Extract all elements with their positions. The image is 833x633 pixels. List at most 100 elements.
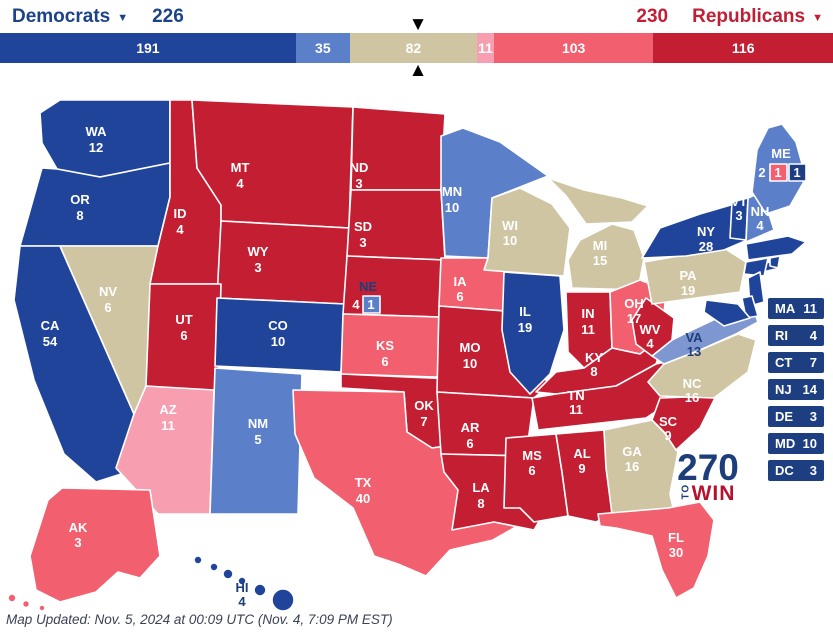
east-state-ct[interactable]: CT 7 bbox=[768, 352, 824, 373]
state-hi-island[interactable] bbox=[253, 583, 267, 597]
state-ks-abbr: KS bbox=[376, 338, 394, 353]
state-wi-abbr: WI bbox=[502, 218, 518, 233]
state-al-abbr: AL bbox=[573, 446, 590, 461]
state-co-ev: 10 bbox=[271, 334, 285, 349]
state-ks-ev: 6 bbox=[381, 354, 388, 369]
state-nc-abbr: NC bbox=[683, 376, 702, 391]
state-hi-island[interactable] bbox=[222, 568, 234, 580]
state-nd-abbr: ND bbox=[350, 160, 369, 175]
maine-cd2-box[interactable] bbox=[769, 163, 788, 182]
threshold-marker-down-icon: ▼ bbox=[408, 14, 428, 35]
state-pa-ev: 19 bbox=[681, 283, 695, 298]
bar-segment-tossup: 82 bbox=[349, 33, 477, 63]
state-ak-shape[interactable] bbox=[29, 487, 161, 603]
header: Democrats ▼ 226 230 Republicans ▼ bbox=[12, 4, 823, 30]
state-mi-upper-shape[interactable] bbox=[547, 177, 649, 225]
state-il-shape[interactable] bbox=[501, 271, 565, 395]
state-az-ev: 11 bbox=[161, 418, 175, 433]
democrats-total: 226 bbox=[152, 6, 184, 27]
bar-segment-value: 82 bbox=[405, 40, 422, 56]
east-state-ri[interactable]: RI 4 bbox=[768, 325, 824, 346]
state-la-ev: 8 bbox=[477, 496, 484, 511]
state-ak-abbr: AK bbox=[69, 520, 88, 535]
state-wy-shape[interactable] bbox=[216, 220, 350, 305]
east-state-md-abbr: MD bbox=[775, 436, 796, 451]
east-state-boxes: MA 11 RI 4 CT 7 NJ 14 DE 3 MD 10 DC 3 bbox=[768, 298, 824, 488]
state-ma-shape[interactable] bbox=[745, 235, 807, 261]
state-ri-shape[interactable] bbox=[769, 255, 781, 269]
east-state-de[interactable]: DE 3 bbox=[768, 406, 824, 427]
east-state-de-abbr: DE bbox=[775, 409, 794, 424]
state-pa-abbr: PA bbox=[679, 268, 697, 283]
state-hi-island[interactable] bbox=[193, 555, 203, 565]
nebraska-cd2-ev: 1 bbox=[367, 297, 374, 312]
state-tn-ev: 11 bbox=[569, 402, 583, 417]
state-or-shape[interactable] bbox=[19, 162, 171, 247]
state-ca-ev: 54 bbox=[43, 334, 58, 349]
state-wi-shape[interactable] bbox=[483, 187, 571, 277]
state-vt-abbr: VT bbox=[731, 194, 748, 209]
state-tx-shape[interactable] bbox=[292, 389, 529, 577]
bar-segment-lean-rep: 11 bbox=[476, 33, 494, 63]
state-me-abbr: ME bbox=[771, 146, 791, 161]
state-oh-ev: 17 bbox=[627, 311, 641, 326]
state-nv-ev: 6 bbox=[104, 300, 111, 315]
state-ak-island[interactable] bbox=[21, 599, 31, 609]
state-ky-abbr: KY bbox=[585, 350, 603, 365]
state-hi-island[interactable] bbox=[271, 588, 295, 612]
state-ne-abbr: NE bbox=[359, 279, 377, 294]
state-ak-island[interactable] bbox=[7, 593, 17, 603]
state-nm-abbr: NM bbox=[248, 416, 268, 431]
state-wy-ev: 3 bbox=[254, 260, 261, 275]
state-hi-island[interactable] bbox=[237, 576, 247, 586]
state-fl-shape[interactable] bbox=[597, 501, 715, 599]
state-md-shape[interactable] bbox=[703, 299, 751, 327]
bar-segment-value: 116 bbox=[731, 40, 755, 56]
east-state-dc[interactable]: DC 3 bbox=[768, 460, 824, 481]
state-sc-abbr: SC bbox=[659, 414, 678, 429]
east-state-ct-abbr: CT bbox=[775, 355, 793, 370]
maine-cd2-ev: 1 bbox=[774, 165, 781, 180]
east-state-nj-ev: 14 bbox=[802, 382, 817, 397]
republicans-header-group: 230 Republicans ▼ bbox=[636, 6, 823, 28]
democrats-dropdown[interactable]: Democrats ▼ bbox=[12, 6, 128, 28]
bar-segment-value: 11 bbox=[478, 40, 493, 56]
state-nm-shape[interactable] bbox=[209, 367, 303, 515]
state-wi-ev: 10 bbox=[503, 233, 517, 248]
state-ak-island[interactable] bbox=[38, 604, 46, 612]
state-nm-ev: 5 bbox=[254, 432, 261, 447]
threshold-marker-up-icon: ▲ bbox=[408, 60, 428, 81]
republicans-total: 230 bbox=[636, 6, 669, 27]
east-state-md[interactable]: MD 10 bbox=[768, 433, 824, 454]
state-mo-abbr: MO bbox=[460, 340, 481, 355]
state-sd-abbr: SD bbox=[354, 219, 372, 234]
state-fl-ev: 30 bbox=[669, 545, 683, 560]
state-nd-shape[interactable] bbox=[350, 106, 446, 191]
state-ia-ev: 6 bbox=[456, 289, 463, 304]
270towin-logo: 270 TO WIN bbox=[666, 449, 750, 504]
state-fl-abbr: FL bbox=[668, 530, 684, 545]
east-state-nj[interactable]: NJ 14 bbox=[768, 379, 824, 400]
logo-to-text: TO bbox=[680, 483, 692, 499]
state-or-ev: 8 bbox=[76, 208, 83, 223]
state-mo-ev: 10 bbox=[463, 356, 477, 371]
state-ne-ev: 4 bbox=[352, 297, 360, 312]
maine-cd1-box[interactable] bbox=[788, 163, 807, 182]
east-state-ma[interactable]: MA 11 bbox=[768, 298, 824, 319]
state-hi-island[interactable] bbox=[209, 562, 219, 572]
bar-segment-value: 35 bbox=[315, 40, 331, 56]
republicans-label: Republicans bbox=[692, 6, 806, 27]
state-ct-shape[interactable] bbox=[743, 257, 769, 277]
state-nh-abbr: NH bbox=[751, 204, 770, 219]
state-ky-ev: 8 bbox=[590, 364, 597, 379]
logo-win-text: WIN bbox=[691, 482, 736, 505]
state-ms-abbr: MS bbox=[522, 448, 542, 463]
nebraska-cd2-box[interactable] bbox=[362, 295, 381, 314]
state-nh-ev: 4 bbox=[756, 218, 764, 233]
state-sc-shape[interactable] bbox=[651, 395, 717, 451]
state-wv-shape[interactable] bbox=[631, 297, 675, 357]
state-ok-ev: 7 bbox=[420, 414, 427, 429]
state-ak-ev: 3 bbox=[74, 535, 81, 550]
republicans-dropdown[interactable]: Republicans ▼ bbox=[692, 6, 823, 28]
